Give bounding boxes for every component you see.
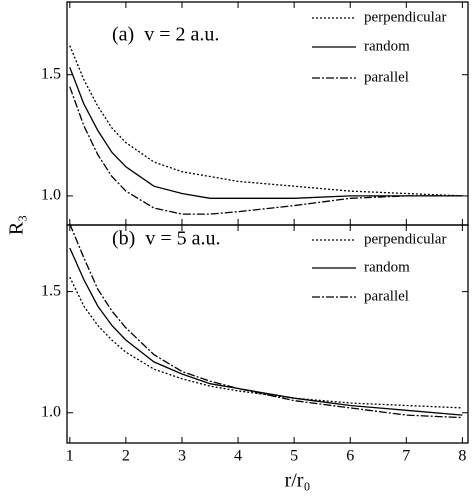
series-line xyxy=(69,276,463,409)
series-line xyxy=(69,67,463,199)
series-line xyxy=(69,45,463,197)
x-tick-label: 2 xyxy=(122,448,130,465)
x-tick-label: 4 xyxy=(234,448,242,465)
x-axis-label: r/r₀ xyxy=(285,470,311,492)
legend-label: parallel xyxy=(364,288,409,304)
y-tick-label: 1.0 xyxy=(41,187,61,204)
series-line xyxy=(69,86,463,215)
plot-frame xyxy=(66,224,469,444)
legend-label: perpendicular xyxy=(364,231,446,247)
y-tick-label: 1.5 xyxy=(41,65,61,82)
series-line xyxy=(69,223,463,419)
legend-label: random xyxy=(364,259,410,275)
y-tick-label: 1.0 xyxy=(41,403,61,420)
series-line xyxy=(69,247,463,416)
panel-title: (a) v = 2 a.u. xyxy=(112,24,219,46)
x-tick-label: 8 xyxy=(458,448,466,465)
x-tick-label: 7 xyxy=(402,448,410,465)
y-tick-label: 1.5 xyxy=(41,282,61,299)
legend-label: parallel xyxy=(364,69,409,85)
x-tick-label: 5 xyxy=(290,448,298,465)
x-tick-label: 3 xyxy=(178,448,186,465)
legend-label: random xyxy=(364,38,410,54)
panel-title: (b) v = 5 a.u. xyxy=(112,228,220,250)
x-tick-label: 1 xyxy=(66,448,74,465)
legend-label: perpendicular xyxy=(364,9,446,25)
y-axis-label: R₃ xyxy=(6,215,28,235)
x-tick-label: 6 xyxy=(346,448,354,465)
